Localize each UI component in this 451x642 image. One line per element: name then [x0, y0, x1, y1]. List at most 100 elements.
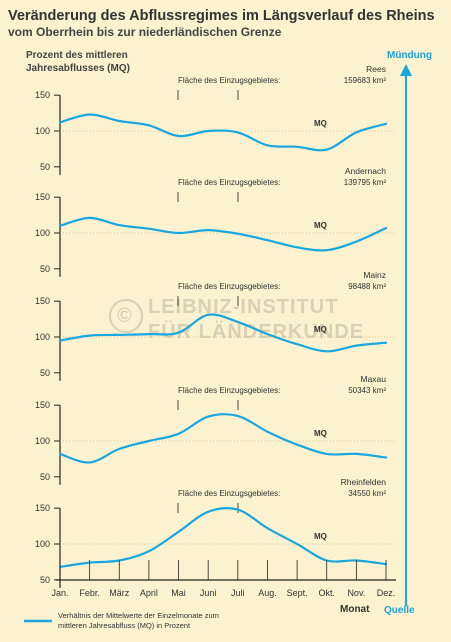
watermark-seal [109, 299, 143, 333]
mouth-label: Mündung [387, 50, 432, 61]
x-tick-label: Okt. [318, 588, 335, 598]
legend-text-line2: mittleren Jahresabfluss (MQ) in Prozent [58, 621, 191, 630]
data-point [207, 415, 209, 418]
y-tick-label: 150 [35, 503, 50, 513]
station-name: Rheinfelden [341, 477, 387, 487]
data-point [118, 448, 120, 450]
chart-header: Veränderung des Abflussregimes im Längsv… [8, 8, 435, 74]
discharge-line [58, 216, 388, 252]
data-point [148, 440, 150, 442]
catchment-area-value: 139795 km² [344, 178, 387, 187]
panel-andernach: 150 100 50 Fläche des Einzugsgebietes: 13979… [35, 166, 394, 277]
panel-maxau: 150 100 50 Fläche des Einzugsgebietes: 50343… [35, 374, 394, 485]
y-axis-label-line1: Prozent des mittleren [26, 50, 128, 61]
data-point [266, 527, 269, 529]
data-point [266, 333, 269, 335]
data-point [326, 249, 328, 251]
station-name: Rees [366, 64, 386, 74]
data-point [148, 550, 150, 552]
data-point [296, 443, 298, 446]
discharge-line [58, 413, 388, 464]
data-point [296, 343, 298, 345]
data-point [59, 453, 61, 455]
panel-rees: 150 100 50 Fläche des Einzugsgebietes: 15968… [35, 64, 394, 175]
data-point [118, 334, 120, 336]
data-point [177, 232, 180, 234]
data-point [266, 239, 269, 241]
catchment-area-value: 50343 km² [348, 386, 386, 395]
y-tick-label: 50 [40, 472, 50, 482]
data-point [88, 113, 91, 116]
data-point [266, 144, 269, 147]
station-name: Andernach [345, 166, 386, 176]
chart-footer: Jan. Febr. März April Mai Juni Juli Aug. Sept. Ok… [24, 64, 415, 630]
watermark-c: © [117, 305, 133, 327]
catchment-area-label: Fläche des Einzugsgebietes: [178, 489, 280, 498]
y-tick-label: 150 [35, 192, 50, 202]
data-point [177, 433, 180, 435]
mq-label: MQ [314, 221, 327, 230]
y-tick-label: 100 [35, 436, 50, 446]
discharge-line [58, 313, 388, 353]
data-point [237, 321, 239, 323]
data-point [118, 120, 120, 122]
x-tick-label: Dez. [377, 588, 396, 598]
panel-mainz: 150 100 50 Fläche des Einzugsgebietes: 98488… [35, 270, 394, 381]
data-point [148, 124, 150, 126]
y-tick-label: 50 [40, 264, 50, 274]
data-point [237, 508, 239, 511]
mq-label: MQ [314, 325, 327, 334]
data-point [88, 461, 91, 464]
mq-label: MQ [314, 532, 327, 541]
mq-label: MQ [314, 429, 327, 438]
catchment-area-label: Fläche des Einzugsgebietes: [178, 76, 280, 85]
data-point [385, 342, 387, 344]
data-point [237, 415, 239, 417]
x-tick-label: Sept. [287, 588, 308, 598]
data-point [59, 339, 61, 342]
x-tick-label: Nov. [347, 588, 365, 598]
data-point [296, 246, 298, 249]
y-tick-label: 100 [35, 539, 50, 549]
y-axis-label-line2: Jahresabflusses (MQ) [26, 63, 130, 74]
chart-title: Veränderung des Abflussregimes im Längsv… [8, 8, 435, 24]
y-tick-label: 150 [35, 296, 50, 306]
discharge-line [58, 113, 388, 152]
data-point [326, 350, 328, 353]
x-axis-label: Monat [340, 604, 370, 615]
station-name: Maxau [360, 374, 386, 384]
data-point [385, 123, 387, 125]
data-point [59, 121, 61, 124]
x-tick-label: Juni [200, 588, 217, 598]
catchment-area-value: 159683 km² [344, 76, 387, 85]
catchment-area-value: 98488 km² [348, 282, 386, 291]
station-name: Mainz [363, 270, 386, 280]
data-point [355, 344, 358, 347]
y-tick-label: 100 [35, 332, 50, 342]
catchment-area-label: Fläche des Einzugsgebietes: [178, 386, 280, 395]
y-tick-label: 100 [35, 126, 50, 136]
data-point [207, 511, 209, 513]
data-point [207, 314, 209, 316]
x-tick-label: Jan. [51, 588, 68, 598]
data-point [385, 456, 387, 459]
data-point [355, 240, 358, 243]
data-point [296, 543, 298, 545]
data-point [148, 228, 150, 230]
data-point [207, 229, 209, 231]
y-tick-label: 50 [40, 575, 50, 585]
y-tick-label: 150 [35, 90, 50, 100]
x-tick-label: April [140, 588, 158, 598]
watermark: © LEIBNIZ-INSTITUT FÜR LÄNDERKUNDE [109, 296, 363, 343]
data-point [177, 332, 180, 334]
catchment-area-value: 34550 km² [348, 489, 386, 498]
source-label: Quelle [384, 605, 415, 616]
data-point [296, 146, 298, 148]
mq-label: MQ [314, 119, 327, 128]
catchment-area-label: Fläche des Einzugsgebietes: [178, 282, 280, 291]
flow-direction-arrow [400, 64, 412, 76]
data-point [177, 531, 180, 533]
y-tick-label: 50 [40, 162, 50, 172]
data-point [237, 131, 239, 134]
